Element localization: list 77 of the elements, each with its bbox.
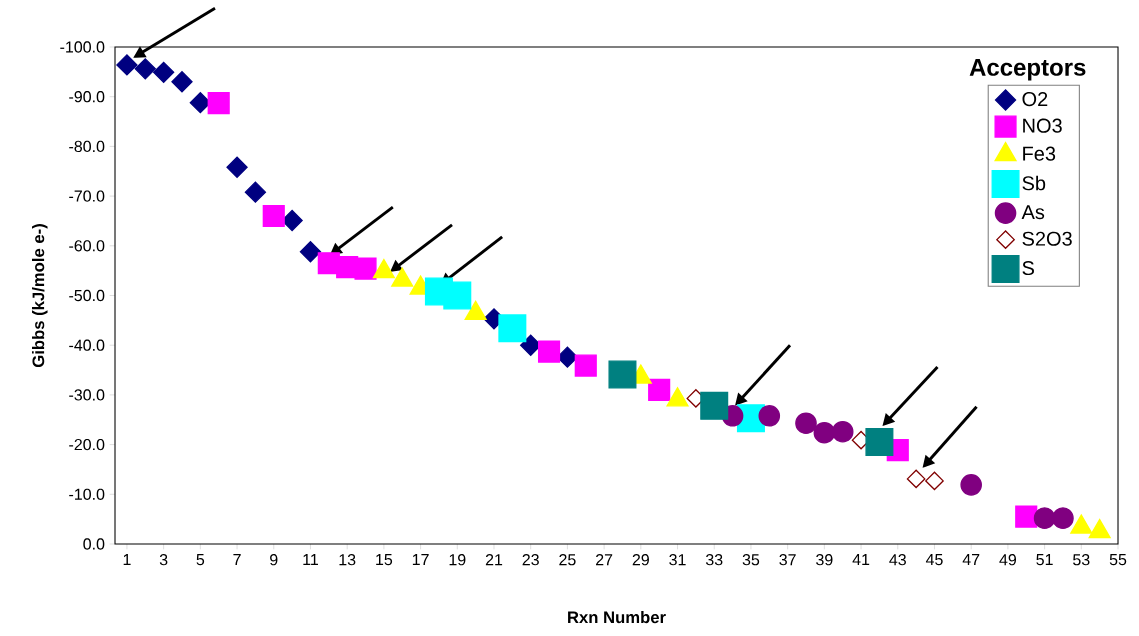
point bbox=[262, 204, 285, 228]
point bbox=[865, 428, 894, 457]
point bbox=[700, 391, 729, 420]
x-tick-label: 51 bbox=[1036, 554, 1053, 566]
point bbox=[648, 378, 671, 402]
x-tick-label: 11 bbox=[303, 554, 318, 566]
x-tick-label: 55 bbox=[1109, 554, 1127, 566]
x-tick-label: 37 bbox=[779, 554, 796, 566]
point bbox=[171, 71, 193, 93]
x-tick-label: 31 bbox=[669, 554, 686, 566]
x-tick-label: 39 bbox=[816, 554, 833, 566]
point bbox=[1015, 505, 1038, 528]
point bbox=[813, 421, 836, 444]
point bbox=[152, 61, 175, 84]
point bbox=[537, 340, 561, 363]
point bbox=[354, 257, 377, 280]
y-tick-label: -10.0 bbox=[69, 488, 105, 500]
y-tick-label: -30.0 bbox=[69, 389, 105, 401]
point bbox=[1033, 507, 1056, 529]
point bbox=[116, 54, 138, 76]
x-tick-label: 49 bbox=[999, 554, 1017, 566]
legend-label: As bbox=[1021, 205, 1045, 220]
point bbox=[758, 404, 781, 427]
x-tick-label: 1 bbox=[123, 554, 131, 566]
point bbox=[1052, 507, 1074, 529]
y-tick-label: -50.0 bbox=[69, 289, 105, 302]
point bbox=[795, 412, 817, 435]
x-tick-label: 35 bbox=[742, 554, 760, 566]
x-tick-label: 7 bbox=[233, 554, 241, 566]
point bbox=[299, 241, 322, 263]
y-tick-label: -90.0 bbox=[69, 91, 105, 103]
x-tick-label: 21 bbox=[485, 554, 503, 566]
x-tick-label: 25 bbox=[559, 554, 576, 566]
legend-title: Acceptors bbox=[969, 59, 1086, 81]
legend-label: Sb bbox=[1022, 175, 1046, 191]
point bbox=[207, 92, 230, 115]
y-tick-label: -70.0 bbox=[69, 190, 105, 202]
point bbox=[574, 354, 597, 377]
y-tick-label: -80.0 bbox=[69, 140, 105, 153]
y-axis-title: Gibbs (kJ/mole e-) bbox=[32, 224, 48, 368]
point bbox=[443, 281, 472, 310]
x-tick-label: 41 bbox=[852, 554, 870, 566]
point bbox=[498, 314, 527, 343]
y-tick-label: 0.0 bbox=[83, 538, 105, 550]
x-tick-label: 5 bbox=[196, 554, 205, 566]
legend-label: O2 bbox=[1022, 91, 1048, 107]
y-tick-label: -40.0 bbox=[69, 339, 105, 351]
point bbox=[134, 58, 156, 80]
point bbox=[244, 181, 267, 203]
x-tick-label: 15 bbox=[376, 554, 393, 566]
point bbox=[831, 420, 854, 443]
x-tick-label: 9 bbox=[270, 554, 278, 566]
point bbox=[906, 469, 926, 489]
x-tick-label: 17 bbox=[412, 554, 429, 566]
x-tick-label: 23 bbox=[522, 554, 539, 566]
point bbox=[960, 474, 982, 496]
x-tick-label: 13 bbox=[339, 554, 356, 566]
point bbox=[226, 156, 248, 178]
x-tick-label: 43 bbox=[889, 554, 906, 566]
y-tick-label: -60.0 bbox=[69, 240, 105, 252]
x-tick-label: 45 bbox=[925, 554, 943, 566]
x-tick-label: 53 bbox=[1073, 554, 1090, 566]
x-tick-label: 27 bbox=[596, 554, 613, 566]
x-tick-label: 29 bbox=[632, 554, 649, 566]
x-tick-label: 19 bbox=[449, 554, 466, 566]
x-tick-label: 3 bbox=[159, 554, 168, 566]
legend-label: S bbox=[1022, 260, 1034, 276]
point bbox=[608, 360, 637, 389]
x-tick-label: 33 bbox=[705, 554, 723, 566]
legend-label: Fe3 bbox=[1023, 146, 1056, 161]
y-tick-label: -20.0 bbox=[69, 438, 105, 451]
legend-label: NO3 bbox=[1023, 118, 1062, 133]
x-tick-label: 47 bbox=[962, 554, 980, 566]
x-axis-title: Rxn Number bbox=[568, 610, 666, 624]
point bbox=[925, 471, 944, 491]
legend-label: S2O3 bbox=[1022, 231, 1072, 246]
y-tick-label: -100.0 bbox=[60, 41, 105, 53]
